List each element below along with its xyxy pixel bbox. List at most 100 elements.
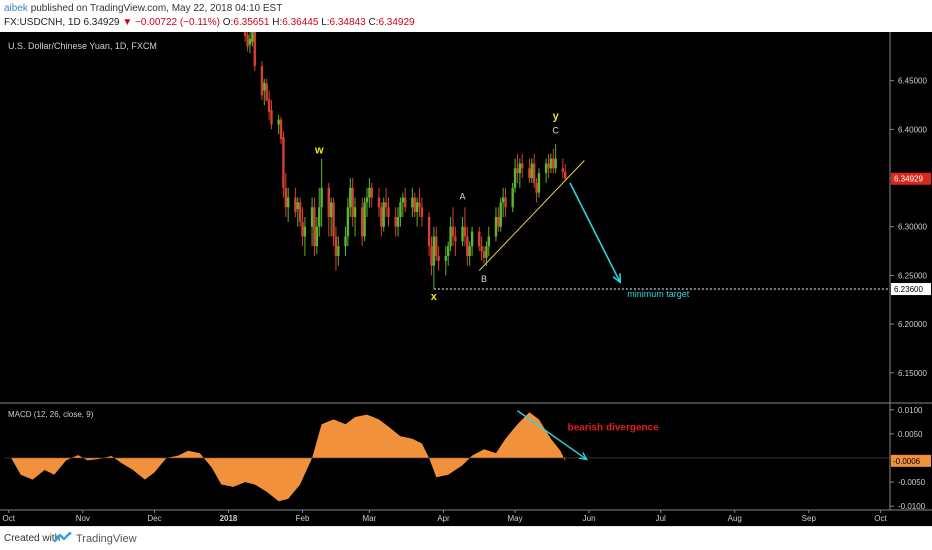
candle-body (528, 168, 531, 179)
x-tick-label: Apr (437, 514, 450, 523)
macd-area (11, 412, 566, 502)
candle (363, 197, 366, 242)
high-value: 6.36445 (282, 17, 319, 28)
macd-pane: MACD (12, 26, close, 9) -0.0100 -0.0050 0.0… (4, 406, 931, 511)
candle-body (270, 109, 273, 125)
candle-body (415, 202, 419, 213)
candle (521, 153, 524, 179)
candle-body (518, 163, 522, 174)
candle-body (263, 82, 266, 91)
open-value: 6.35651 (233, 17, 270, 28)
x-tick-label: 2018 (220, 514, 238, 523)
candle (499, 197, 502, 232)
candle-body (444, 255, 448, 261)
footer: Created with TradingView (0, 526, 932, 550)
candle-body (537, 173, 541, 193)
candle (413, 192, 416, 217)
target-price-badge: 6.23600 (891, 283, 931, 296)
candle (564, 163, 567, 180)
candle (361, 197, 364, 247)
candle-body (480, 246, 483, 252)
candle (480, 236, 483, 261)
chart-background (0, 32, 932, 526)
candle-body (260, 66, 264, 96)
candle (532, 153, 536, 188)
target-price-label: 6.23600 (894, 285, 923, 294)
candle (270, 100, 273, 130)
candle-body (413, 197, 416, 213)
chart-title: U.S. Dollar/Chinese Yuan, 1D, FXCM (8, 41, 157, 51)
candle (547, 153, 550, 179)
divergence-arrow-line (517, 410, 588, 460)
candle-body (365, 197, 369, 203)
candle-body (430, 246, 433, 266)
candle (420, 197, 424, 227)
candle (415, 197, 419, 227)
forecast-arrow-head (612, 273, 621, 284)
candle (437, 246, 440, 271)
chart-area[interactable]: U.S. Dollar/Chinese Yuan, 1D, FXCM 6.150… (0, 32, 932, 526)
low-label: L: (321, 17, 330, 28)
candle-body (564, 171, 567, 179)
candle (513, 158, 517, 193)
candle (294, 187, 297, 217)
candle-body (532, 163, 536, 183)
candle (449, 217, 452, 252)
candle-body (470, 231, 474, 247)
x-tick-label: Mar (362, 514, 376, 523)
candle (387, 197, 390, 227)
candle (497, 207, 500, 232)
current-price-box (891, 172, 931, 185)
target-price-box (891, 283, 931, 296)
candle (466, 226, 469, 266)
candle (470, 226, 474, 256)
candle-body (554, 158, 557, 169)
tradingview-brand[interactable]: TradingView (76, 533, 137, 545)
candle-body (363, 202, 366, 237)
y-tick-label: 6.40000 (898, 125, 927, 134)
candle (454, 226, 457, 256)
x-tick-label: Aug (728, 514, 742, 523)
candle-body (279, 119, 283, 140)
candle (351, 178, 354, 227)
candle-body (468, 246, 471, 256)
candle (298, 197, 302, 227)
wave-label: w (314, 145, 324, 157)
candle-body (244, 32, 247, 36)
candle-body (265, 83, 268, 101)
candle (401, 192, 405, 217)
price-pane: 6.150006.200006.250006.300006.350006.400… (0, 32, 932, 510)
macd-value-box (891, 454, 931, 467)
candle-body (286, 197, 290, 208)
candle (451, 207, 455, 247)
target-annotation: minimum target (627, 289, 690, 299)
candle-body (394, 217, 397, 227)
candle (554, 143, 557, 174)
y-tick-label: 6.15000 (898, 369, 927, 378)
candle (301, 207, 304, 247)
candle-body (487, 236, 490, 247)
candle-body (248, 38, 252, 45)
price-change: ▼ −0.00722 (−0.11%) (122, 17, 220, 28)
candle-body (449, 226, 452, 247)
candle (432, 226, 436, 290)
candle (430, 236, 433, 276)
publish-info: published on TradingView.com, May 22, 20… (30, 3, 283, 14)
candle (279, 116, 283, 144)
candle (344, 226, 347, 256)
candle (329, 197, 333, 237)
candle (435, 226, 438, 261)
candle (315, 217, 319, 254)
candle-body (404, 197, 407, 208)
candle (265, 78, 268, 103)
candle-body (277, 119, 280, 125)
candle (370, 182, 373, 208)
x-tick-label: Oct (874, 514, 887, 523)
candle-body (432, 236, 436, 266)
candle-body (504, 197, 507, 208)
candle-body (382, 202, 385, 227)
candle (394, 207, 397, 237)
candle-body (494, 217, 498, 237)
author-link[interactable]: aibek (4, 3, 28, 14)
candle-body (298, 202, 302, 222)
